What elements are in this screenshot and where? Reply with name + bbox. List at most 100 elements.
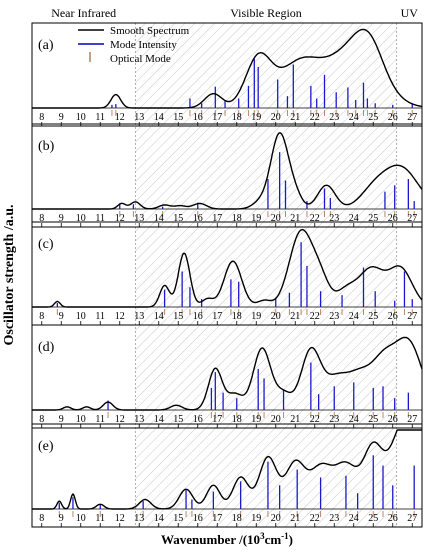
x-tick-label: 19 [251,311,261,322]
x-tick-label: 13 [134,112,144,123]
x-tick-label: 19 [251,414,261,425]
x-tick-label: 17 [212,112,222,123]
x-tick-label: 16 [193,112,203,123]
panel-frame [31,324,423,429]
panel-frame [31,423,423,528]
x-tick-label: 26 [388,112,398,123]
panel-frame [31,123,423,228]
x-tick-label: 20 [271,112,281,123]
x-axis-label-close: ) [289,532,293,547]
x-tick-label: 12 [115,311,125,322]
x-tick-label: 12 [115,112,125,123]
x-tick-label: 21 [290,213,300,224]
x-tick-label: 25 [368,112,378,123]
x-tick-label: 13 [134,414,144,425]
smooth-spectrum-curve [32,336,423,411]
x-tick-label: 21 [290,513,300,524]
x-tick-label: 23 [329,414,339,425]
x-tick-label: 22 [310,311,320,322]
x-tick-label: 20 [271,311,281,322]
x-tick-label: 18 [232,414,242,425]
x-tick-label: 14 [154,513,164,524]
x-tick-label: 23 [329,311,339,322]
x-tick-label: 8 [39,414,44,425]
x-tick-label: 10 [76,513,86,524]
x-tick-label: 10 [76,414,86,425]
x-tick-label: 15 [173,414,183,425]
smooth-spectrum-curve [32,28,423,109]
panel-label: (d) [38,340,55,355]
x-tick-label: 14 [154,311,164,322]
x-tick-label: 23 [329,112,339,123]
x-tick-label: 24 [349,213,359,224]
x-tick-label: 16 [193,414,203,425]
x-tick-label: 12 [115,213,125,224]
x-tick-label: 27 [407,414,417,425]
x-tick-label: 13 [134,513,144,524]
x-tick-label: 20 [271,213,281,224]
x-tick-label: 24 [349,414,359,425]
x-tick-label: 17 [212,213,222,224]
x-tick-label: 9 [59,414,64,425]
x-tick-label: 27 [407,112,417,123]
x-tick-label: 11 [95,513,105,524]
x-tick-label: 22 [310,213,320,224]
x-tick-label: 25 [368,311,378,322]
x-tick-label: 16 [193,513,203,524]
panel-label: (c) [38,237,54,252]
y-axis-label: Oscillator strength /a.u. [2,204,17,345]
panel-label: (b) [38,139,55,154]
x-tick-label: 15 [173,311,183,322]
x-tick-label: 13 [134,213,144,224]
x-tick-label: 23 [329,513,339,524]
panel-label: (a) [38,38,54,53]
x-tick-label: 9 [59,112,64,123]
x-tick-label: 27 [407,311,417,322]
region-label-near-infrared: Near Infrared [51,6,116,20]
legend-label-smooth-spectrum: Smooth Spectrum [110,25,190,37]
x-tick-label: 23 [329,213,339,224]
x-tick-label: 26 [388,311,398,322]
x-tick-label: 8 [39,311,44,322]
x-tick-label: 26 [388,213,398,224]
panel-3: 8 9 10 11 12 13 14 15 16 17 18 19 20 21 22 23 24 25 26 27 (d… [31,324,423,429]
panel-frame [31,22,423,127]
x-tick-label: 11 [95,112,105,123]
legend: Smooth Spectrum Mode Intensity Optical M… [78,25,190,65]
x-axis-label-main: Wavenumber /(10 [161,532,260,547]
region-label-visible: Visible Region [230,6,302,20]
x-tick-label: 27 [407,513,417,524]
x-tick-label: 25 [368,213,378,224]
x-tick-label: 9 [59,213,64,224]
x-tick-label: 18 [232,513,242,524]
panel-1: 8 9 10 11 12 13 14 15 16 17 18 19 20 21 22 23 24 25 26 27 (b… [31,123,423,228]
legend-label-mode-intensity: Mode Intensity [110,39,177,51]
x-tick-label: 25 [368,414,378,425]
legend-label-optical-mode: Optical Mode [110,53,171,65]
region-label-uv: UV [401,6,419,20]
smooth-spectrum-curve [32,429,422,510]
x-tick-label: 21 [290,414,300,425]
x-tick-label: 19 [251,213,261,224]
x-tick-label: 20 [271,414,281,425]
x-tick-label: 20 [271,513,281,524]
x-tick-label: 8 [39,213,44,224]
smooth-spectrum-curve [32,132,423,210]
x-tick-label: 18 [232,112,242,123]
x-tick-label: 26 [388,414,398,425]
x-tick-label: 18 [232,213,242,224]
x-tick-label: 8 [39,112,44,123]
region-background [134,23,398,527]
x-tick-label: 10 [76,213,86,224]
x-tick-label: 24 [349,311,359,322]
x-axis-label-sup: 3 [260,531,265,541]
x-tick-label: 17 [212,513,222,524]
x-tick-label: 26 [388,513,398,524]
x-tick-label: 10 [76,112,86,123]
x-tick-label: 14 [154,112,164,123]
x-tick-label: 9 [59,513,64,524]
x-tick-label: 11 [95,213,105,224]
x-tick-label: 19 [251,112,261,123]
panel-4: 8 9 10 11 12 13 14 15 16 17 18 19 20 21 22 23 24 25 26 27 (e… [31,423,423,528]
